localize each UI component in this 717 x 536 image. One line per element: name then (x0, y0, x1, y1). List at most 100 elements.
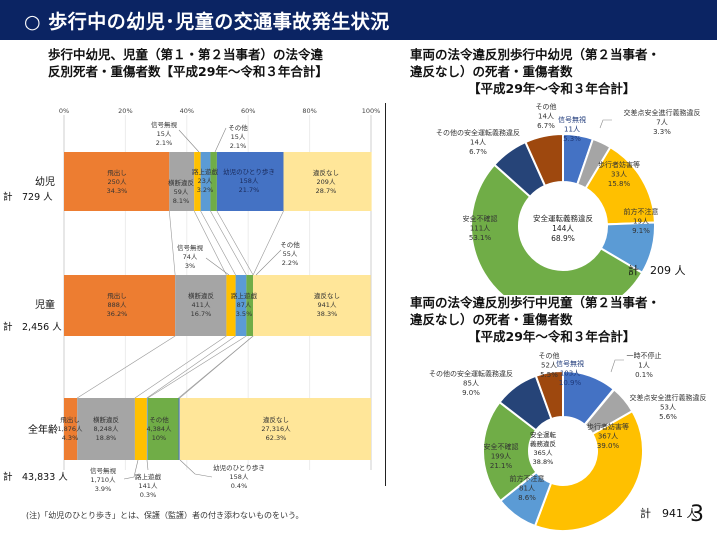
center-label-count: 365人 (534, 449, 553, 457)
slice-count: 81人 (519, 485, 535, 493)
bar-segment (210, 152, 217, 211)
connector-line (252, 210, 284, 276)
segment-pct: 2.2% (282, 259, 299, 267)
slice-count: 11人 (564, 126, 580, 134)
segment-pct: 3.5% (236, 310, 253, 318)
slice-name: その他の安全運転義務違反 (429, 369, 513, 378)
slice-count: 14人 (538, 113, 554, 121)
category-total: 計 2,456 人 (3, 321, 62, 333)
page-number: 3 (690, 502, 704, 527)
center-label-pct: 68.9% (551, 234, 575, 243)
segment-name: 横断違反 (188, 291, 215, 300)
bar-segment (64, 275, 176, 336)
segment-count: 15人 (157, 130, 172, 138)
pie-center (530, 418, 596, 484)
bar-segment (169, 152, 195, 211)
connector-line (77, 335, 176, 399)
center-label-name2: 義務違反 (530, 439, 557, 448)
right-top-title-line1: 車両の法令違反別歩行中幼児（第２当事者・ (410, 47, 661, 62)
segment-pct: 18.8% (96, 434, 117, 442)
bar-segment (64, 398, 78, 460)
divider-line (385, 103, 386, 486)
center-label-name: 安全運転義務違反 (533, 213, 593, 223)
segment-name: 路上遊戯 (192, 167, 219, 176)
segment-name: 飛出し (107, 291, 127, 300)
slice-count: 1人 (638, 362, 649, 370)
bar-segment (175, 275, 227, 336)
segment-pct: 62.3% (266, 434, 287, 442)
segment-pct: 0.3% (140, 491, 157, 499)
slice-name: 一時不停止 (627, 351, 662, 360)
segment-count: 4,384人 (146, 425, 172, 433)
segment-pct: 8.1% (173, 197, 190, 205)
segment-count: 74人 (183, 253, 198, 261)
segment-count: 888人 (108, 301, 127, 309)
right-top-title-line3: 【平成29年～令和３年合計】 (468, 81, 636, 96)
slice-pct: 15.8% (608, 180, 631, 188)
segment-count: 27,316人 (261, 425, 291, 433)
leader-line (205, 257, 230, 276)
segment-pct: 38.3% (317, 310, 338, 318)
x-tick-label: 80% (302, 107, 316, 115)
slice-pct: 9.1% (632, 227, 650, 235)
segment-count: 411人 (192, 301, 211, 309)
slice-count: 14人 (470, 139, 486, 147)
slice-name: 信号無視 (558, 115, 586, 124)
bar-segment (146, 398, 148, 460)
right-bottom-chart-title: 車両の法令違反別歩行中児童（第２当事者・ 違反なし）の死者・重傷者数 【平成29… (410, 294, 660, 345)
slice-name: その他 (539, 351, 560, 360)
leader-line (178, 129, 200, 153)
slice-count: 52人 (541, 362, 557, 370)
right-bottom-title-line3: 【平成29年～令和３年合計】 (468, 329, 636, 344)
bar-segment (134, 398, 147, 460)
segment-pct: 36.2% (107, 310, 128, 318)
category-total: 計 43,833 人 (3, 471, 68, 483)
segment-name: 飛出し (107, 168, 127, 177)
slice-pct: 21.1% (490, 462, 513, 470)
segment-count: 158人 (230, 473, 249, 481)
category-total: 計 729 人 (3, 191, 53, 203)
x-tick-label: 100% (362, 107, 381, 115)
connector-line (169, 210, 176, 276)
segment-pct: 3.2% (197, 186, 214, 194)
segment-pct: 0.4% (231, 482, 248, 490)
segment-count: 87人 (237, 301, 252, 309)
left-title-line2: 反別死者・重傷者数【平成29年～令和３年合計】 (48, 64, 328, 79)
segment-name: 幼児のひとり歩き (213, 463, 265, 472)
segment-name: 違反なし (263, 415, 289, 424)
bar-segment (246, 275, 254, 336)
right-bottom-title-line2: 違反なし）の死者・重傷者数 (410, 312, 573, 327)
segment-count: 141人 (139, 482, 158, 490)
bar-segment (179, 398, 371, 460)
segment-name: 路上遊戯 (231, 291, 258, 300)
slice-pct: 5.3% (563, 135, 581, 143)
connector-line (134, 335, 227, 399)
footnote: (注)「幼児のひとり歩き」とは、保護（監護）者の付き添わないものをいう。 (26, 511, 304, 520)
segment-pct: 3.9% (95, 485, 112, 493)
page-header: ○ 歩行中の幼児･児童の交通事故発生状況 (0, 0, 717, 40)
leader-line (123, 459, 139, 480)
segment-name: 幼児のひとり歩き (223, 167, 275, 176)
segment-count: 158人 (240, 177, 259, 185)
connector-line (216, 210, 254, 276)
segment-pct: 34.3% (107, 187, 128, 195)
slice-count: 111人 (470, 225, 490, 233)
category-label: 児童 (35, 298, 55, 311)
segment-count: 59人 (174, 188, 189, 196)
segment-count: 15人 (231, 133, 246, 141)
doughnut-chart-child: 信号無視103人10.9%一時不停止1人0.1%交差点安全進行義務違反53人5.… (429, 351, 707, 532)
right-top-chart-title: 車両の法令違反別歩行中幼児（第２当事者・ 違反なし）の死者・重傷者数 【平成29… (410, 46, 660, 97)
page-title: ○ 歩行中の幼児･児童の交通事故発生状況 (24, 11, 390, 33)
segment-name: その他 (280, 240, 300, 249)
segment-name: 違反なし (313, 168, 339, 177)
pie-slice (524, 132, 564, 188)
slice-count: 103人 (560, 370, 580, 378)
slice-name: 安全不確認 (463, 214, 498, 223)
slice-pct: 10.9% (559, 379, 582, 387)
leader-line (214, 127, 227, 153)
segment-name: その他 (228, 123, 248, 132)
segment-name: 横断違反 (168, 178, 195, 187)
child-total: 計 941 人 (640, 507, 698, 520)
